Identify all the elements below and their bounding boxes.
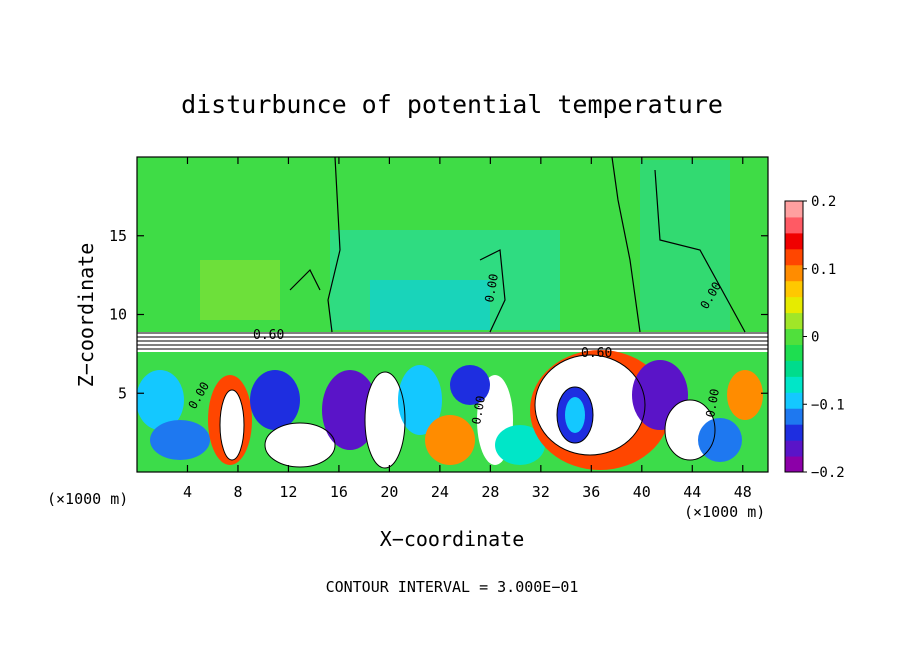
inversion-lines — [137, 332, 768, 350]
lower-eddies — [137, 350, 763, 470]
upper-yellowgreen-patch — [200, 260, 280, 320]
x-tick-label: 28 — [481, 483, 499, 501]
colorbar-swatch — [785, 248, 803, 266]
colorbar-swatch — [785, 296, 803, 314]
colorbar-swatch — [785, 392, 803, 409]
contour-label: 0.60 — [581, 346, 612, 361]
y-tick-label: 10 — [109, 306, 127, 324]
plot-area — [137, 157, 768, 472]
colorbar-swatch — [785, 376, 803, 393]
x-unit-right: (×1000 m) — [684, 503, 765, 521]
x-tick-label: 40 — [633, 483, 651, 501]
colorbar-swatch — [785, 216, 803, 234]
x-tick-label: 20 — [380, 483, 398, 501]
contour-interval-note: CONTOUR INTERVAL = 3.000E−01 — [326, 578, 579, 596]
colorbar-swatch — [785, 440, 803, 457]
x-tick-label: 8 — [233, 483, 242, 501]
colorbar-tick-label: 0 — [811, 330, 819, 346]
colorbar-swatch — [785, 360, 803, 377]
y-axis: 5 10 15 — [109, 227, 768, 402]
x-axis-label: X−coordinate — [380, 527, 525, 551]
colorbar-swatch — [785, 232, 803, 250]
x-tick-label: 4 — [183, 483, 192, 501]
colorbar-swatch — [785, 424, 803, 441]
upper-contours — [289, 157, 746, 333]
colorbar-swatch — [785, 328, 803, 345]
colorbar-swatch — [785, 280, 803, 298]
colorbar-swatch — [785, 264, 803, 282]
colorbar-swatch — [785, 456, 803, 473]
chart-title: disturbunce of potential temperature — [181, 90, 723, 119]
colorbar-swatch — [785, 408, 803, 425]
y-tick-label: 15 — [109, 227, 127, 245]
colorbar-tick-label: −0.2 — [811, 465, 845, 481]
x-tick-label: 36 — [582, 483, 600, 501]
x-tick-label: 12 — [279, 483, 297, 501]
x-tick-label: 44 — [683, 483, 701, 501]
colorbar-tick-label: 0.1 — [811, 262, 836, 278]
x-axis: 4 8 12 16 20 24 28 32 36 40 44 48 — [183, 157, 752, 501]
upper-cyan-right — [640, 160, 730, 330]
contour-label: 0.00 — [703, 388, 722, 419]
x-tick-label: 48 — [734, 483, 752, 501]
x-tick-label: 32 — [532, 483, 550, 501]
colorbar-swatch — [785, 312, 803, 330]
y-tick-label: 5 — [118, 384, 127, 402]
x-unit-left: (×1000 m) — [47, 490, 128, 508]
contour-label: 0.00 — [482, 273, 501, 304]
y-axis-label: Z−coordinate — [74, 243, 98, 388]
contour-label: 0.60 — [253, 328, 284, 343]
lower-contours — [219, 354, 716, 469]
colorbar: 0.2 0.1 0 −0.1 −0.2 — [784, 194, 845, 481]
colorbar-swatch — [785, 344, 803, 361]
x-tick-label: 16 — [330, 483, 348, 501]
x-tick-label: 24 — [431, 483, 449, 501]
colorbar-tick-label: 0.2 — [811, 194, 836, 210]
contour-label: 0.00 — [469, 395, 488, 426]
upper-cyan-core — [370, 280, 490, 330]
colorbar-swatch — [785, 201, 803, 218]
colorbar-tick-label: −0.1 — [811, 397, 845, 413]
